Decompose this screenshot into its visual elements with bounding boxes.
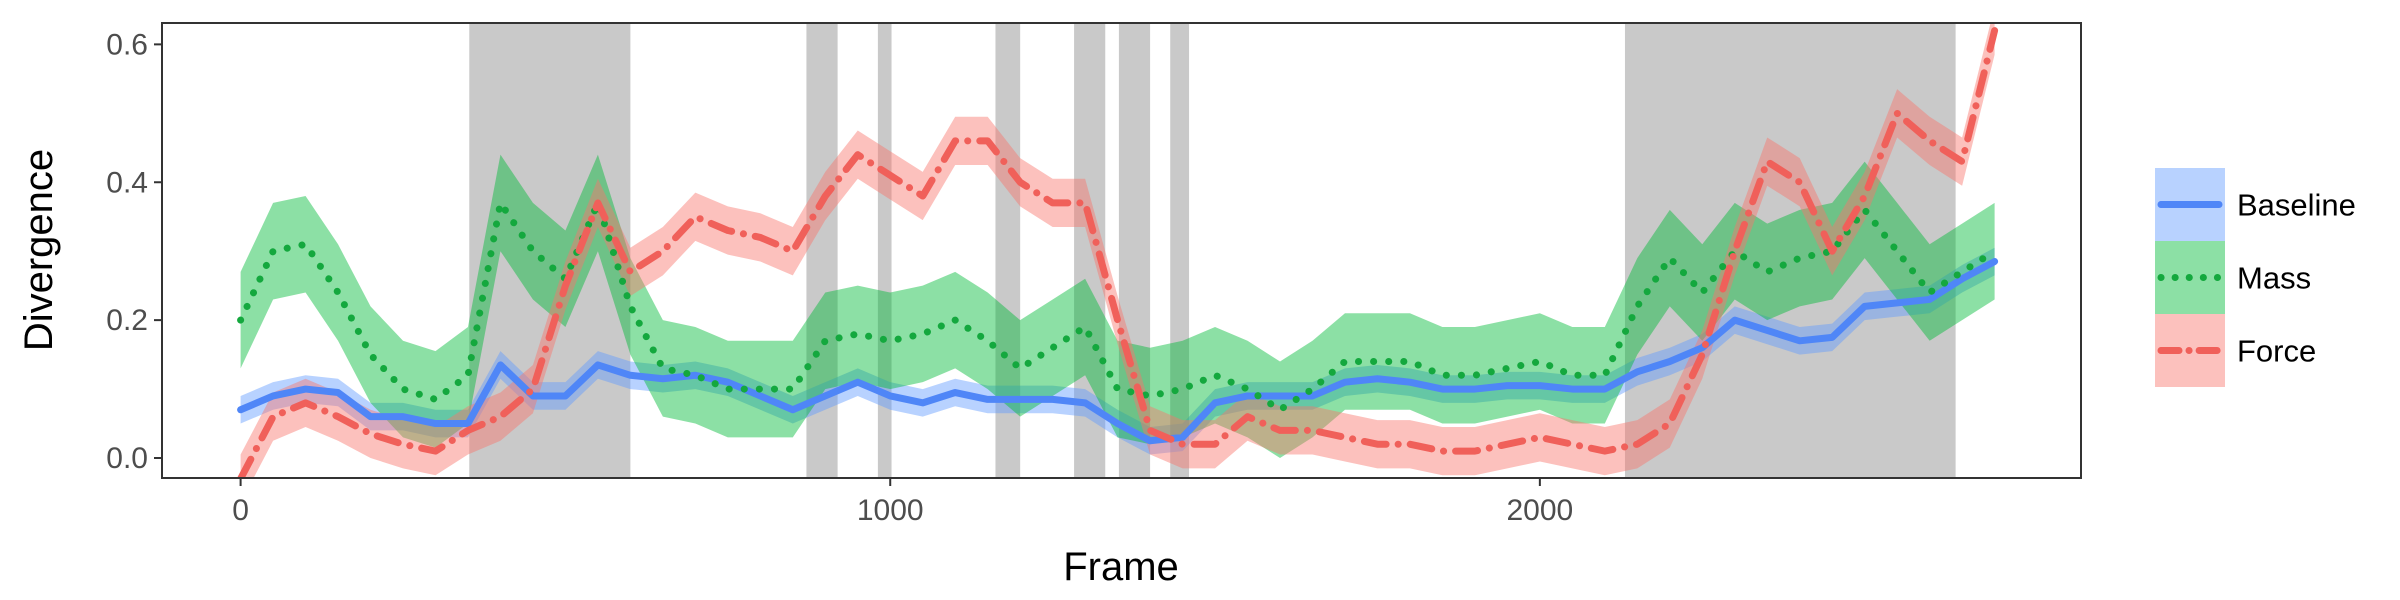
shaded-region [469,23,631,478]
legend: Baseline Mass Force [2155,168,2356,387]
y-tick-label: 0.2 [106,304,148,337]
ribbon [240,247,1995,455]
axis-layer: 0 1000 2000 0.0 0.2 0.4 0.6 [106,28,1573,527]
shaded-region [877,23,892,478]
x-tick-label: 0 [232,494,249,527]
shaded-region [1170,23,1190,478]
x-axis-title: Frame [1063,545,1179,589]
y-tick-label: 0.4 [106,166,148,199]
ribbon-layer [240,23,1995,478]
ribbon [240,154,1995,459]
series-line [237,27,1999,478]
line-layer [237,27,1999,478]
plot-frame [161,22,2082,479]
x-tick-label: 1000 [857,494,924,527]
series-line [237,199,1999,414]
legend-label: Baseline [2237,188,2356,223]
y-tick-label: 0.0 [106,442,148,475]
y-axis-title: Divergence [17,149,61,351]
y-tick-label: 0.6 [106,28,148,61]
legend-label: Force [2237,334,2316,369]
x-tick-label: 2000 [1506,494,1573,527]
series-line [237,258,1999,445]
legend-label: Mass [2237,261,2311,296]
ribbon [240,23,1995,478]
